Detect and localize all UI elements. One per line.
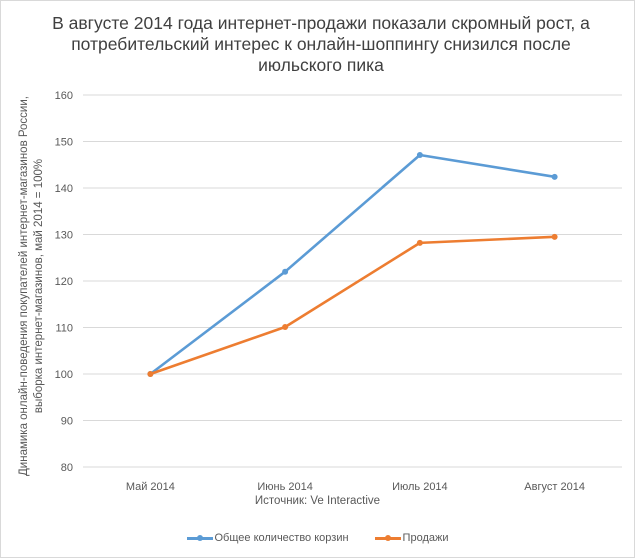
x-tick-label: Июль 2014 xyxy=(392,481,448,493)
y-tick-label: 100 xyxy=(55,369,73,381)
legend: Общее количество корзин Продажи xyxy=(1,532,634,544)
legend-swatch xyxy=(186,534,213,541)
data-point xyxy=(551,233,558,240)
y-tick-label: 110 xyxy=(55,323,73,335)
series-line-0 xyxy=(149,153,555,376)
y-tick-label: 90 xyxy=(61,416,73,428)
data-point xyxy=(282,268,289,275)
data-point xyxy=(416,151,423,158)
x-axis-label: Источник: Ve Interactive xyxy=(254,495,381,507)
chart-title: В августе 2014 года интернет-продажи пок… xyxy=(52,13,590,75)
legend-label: Продажи xyxy=(402,532,449,544)
legend-swatch xyxy=(374,534,401,541)
data-point xyxy=(416,239,423,246)
y-tick-label: 80 xyxy=(61,462,73,474)
x-tick-label: Август 2014 xyxy=(524,481,585,493)
legend-item: Продажи xyxy=(374,532,449,544)
x-tick-label: Май 2014 xyxy=(126,481,175,493)
legend-item: Общее количество корзин xyxy=(186,532,349,544)
y-tick-label: 150 xyxy=(55,137,73,149)
y-tick-label: 160 xyxy=(55,90,73,102)
y-tick-label: 130 xyxy=(55,230,73,242)
y-tick-label: 140 xyxy=(55,183,73,195)
data-point xyxy=(282,324,289,331)
legend-label: Общее количество корзин xyxy=(214,532,349,544)
data-point xyxy=(551,173,558,180)
series-line-1 xyxy=(149,235,555,376)
y-tick-label: 120 xyxy=(55,276,73,288)
x-tick-label: Июнь 2014 xyxy=(257,481,313,493)
data-point xyxy=(147,371,154,377)
